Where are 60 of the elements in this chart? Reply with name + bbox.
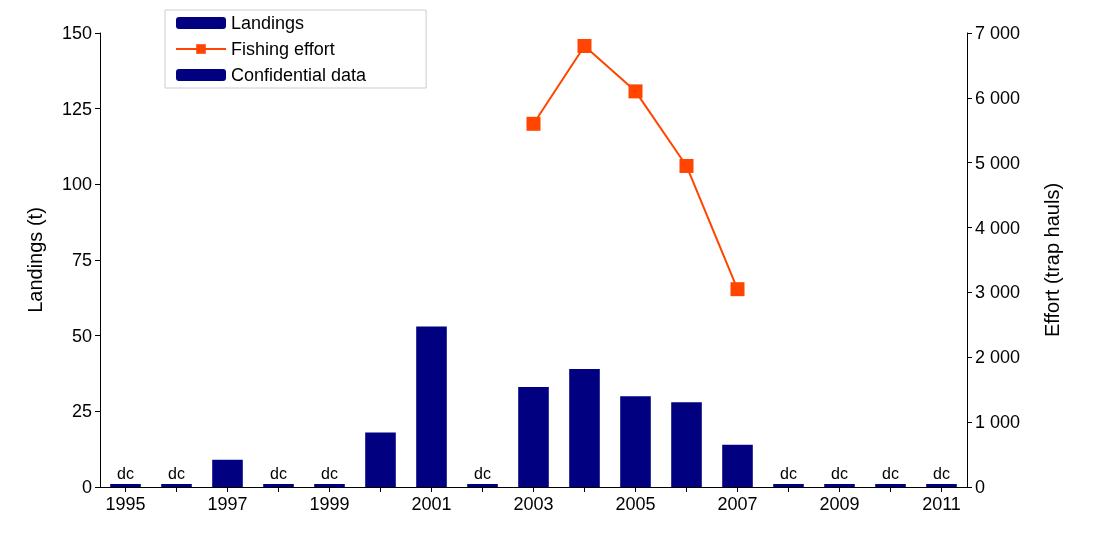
bar: [263, 483, 294, 487]
y-axis-title: Landings (t): [24, 207, 46, 313]
bar: [110, 483, 141, 487]
data-label: dc: [474, 465, 491, 483]
point: [526, 116, 541, 131]
bar: [824, 483, 855, 487]
y2-tick-label: 7 000: [975, 23, 1021, 43]
x-tick-label: 2011: [922, 494, 961, 514]
y2-tick-label: 3 000: [975, 282, 1021, 303]
point: [628, 84, 643, 99]
y-tick-label: 0: [81, 477, 92, 497]
data-label: dc: [882, 465, 899, 483]
x-tick-label: 2007: [717, 494, 758, 514]
data-label: dc: [780, 465, 797, 483]
y-tick-label: 25: [71, 401, 92, 422]
data-label: dc: [168, 465, 185, 483]
bar: [467, 483, 498, 487]
y2-axis-title: Effort (trap hauls): [1041, 182, 1063, 338]
point: [679, 158, 694, 173]
bar: [212, 459, 243, 487]
y2-tick-label: 0: [975, 477, 986, 497]
bar: [365, 432, 396, 487]
x-tick-label: 1997: [207, 494, 248, 514]
y2-tick-label: 4 000: [975, 217, 1021, 238]
y-tick-label: 125: [61, 98, 92, 119]
legend-label: Landings: [231, 13, 305, 33]
point: [730, 282, 745, 297]
data-label: dc: [831, 465, 848, 483]
bar: [875, 483, 906, 487]
data-label: dc: [321, 465, 338, 483]
x-tick-label: 1995: [105, 494, 146, 514]
y-tick-label: 100: [61, 174, 92, 195]
y-tick-label: 50: [71, 325, 92, 346]
bar: [671, 402, 702, 487]
point: [577, 38, 592, 53]
y-tick-label: 75: [71, 250, 92, 270]
y2-tick-label: 1 000: [975, 412, 1021, 433]
bar: [416, 326, 447, 487]
data-label: dc: [933, 465, 950, 483]
x-tick-label: 1999: [309, 494, 350, 514]
bar: [722, 444, 753, 487]
legend-label: Confidential data: [231, 65, 368, 85]
bar: [773, 483, 804, 487]
bar: [161, 483, 192, 487]
x-tick-label: 2005: [615, 494, 656, 514]
y2-tick-label: 6 000: [975, 87, 1021, 108]
bar: [518, 387, 549, 487]
bar: [569, 368, 600, 487]
y2-tick-label: 2 000: [975, 347, 1021, 368]
x-tick-label: 2001: [411, 494, 452, 514]
legend-label: Fishing effort: [231, 39, 335, 59]
bar: [314, 483, 345, 487]
bar: [620, 396, 651, 487]
data-label: dc: [270, 465, 287, 483]
data-label: dc: [117, 465, 134, 483]
x-tick-label: 2003: [513, 494, 554, 514]
y2-tick-label: 5 000: [975, 152, 1021, 173]
y-tick-label: 150: [61, 23, 92, 43]
x-tick-label: 2009: [819, 494, 860, 514]
bar: [926, 483, 957, 487]
